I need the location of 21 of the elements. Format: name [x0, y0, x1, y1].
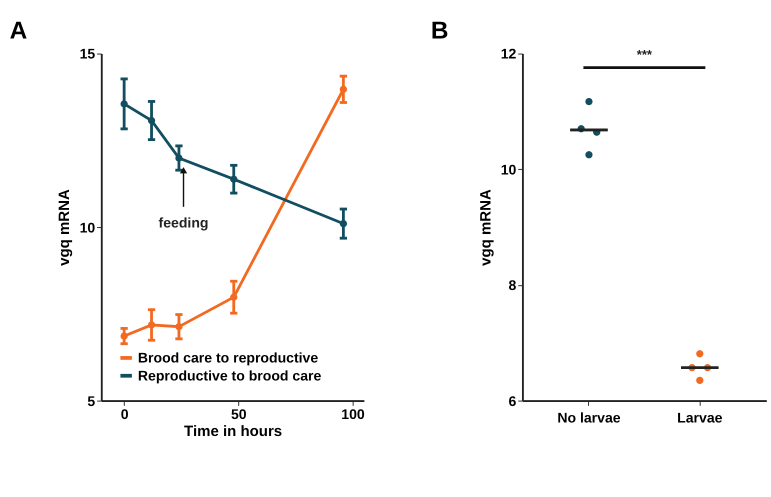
- x-tick-label: No larvae: [557, 410, 621, 426]
- y-tick-label: 5: [87, 392, 96, 409]
- chart-title: B: [430, 18, 448, 45]
- legend-label: Reproductive to brood care: [138, 367, 322, 384]
- legend-label: Brood care to reproductive: [138, 350, 318, 366]
- x-tick-label: Larvae: [677, 410, 723, 426]
- y-tick-label: 10: [500, 161, 517, 178]
- y-tick-label: 10: [80, 219, 96, 236]
- x-axis-title: Time in hours: [184, 422, 282, 440]
- y-tick-label: 6: [508, 392, 517, 409]
- y-axis-title: vgq mRNA: [56, 189, 74, 266]
- x-tick-label: 0: [120, 406, 129, 422]
- annotation: feeding: [158, 214, 208, 230]
- y-tick-label: 15: [80, 46, 96, 62]
- y-tick-label: 12: [500, 46, 517, 62]
- y-axis-title: vgq mRNA: [477, 189, 494, 266]
- y-tick-label: 8: [508, 277, 517, 294]
- chart-title: A: [10, 18, 28, 45]
- x-tick-label: 100: [341, 406, 365, 422]
- annotation: ***: [636, 47, 653, 62]
- x-tick-label: 50: [230, 406, 247, 422]
